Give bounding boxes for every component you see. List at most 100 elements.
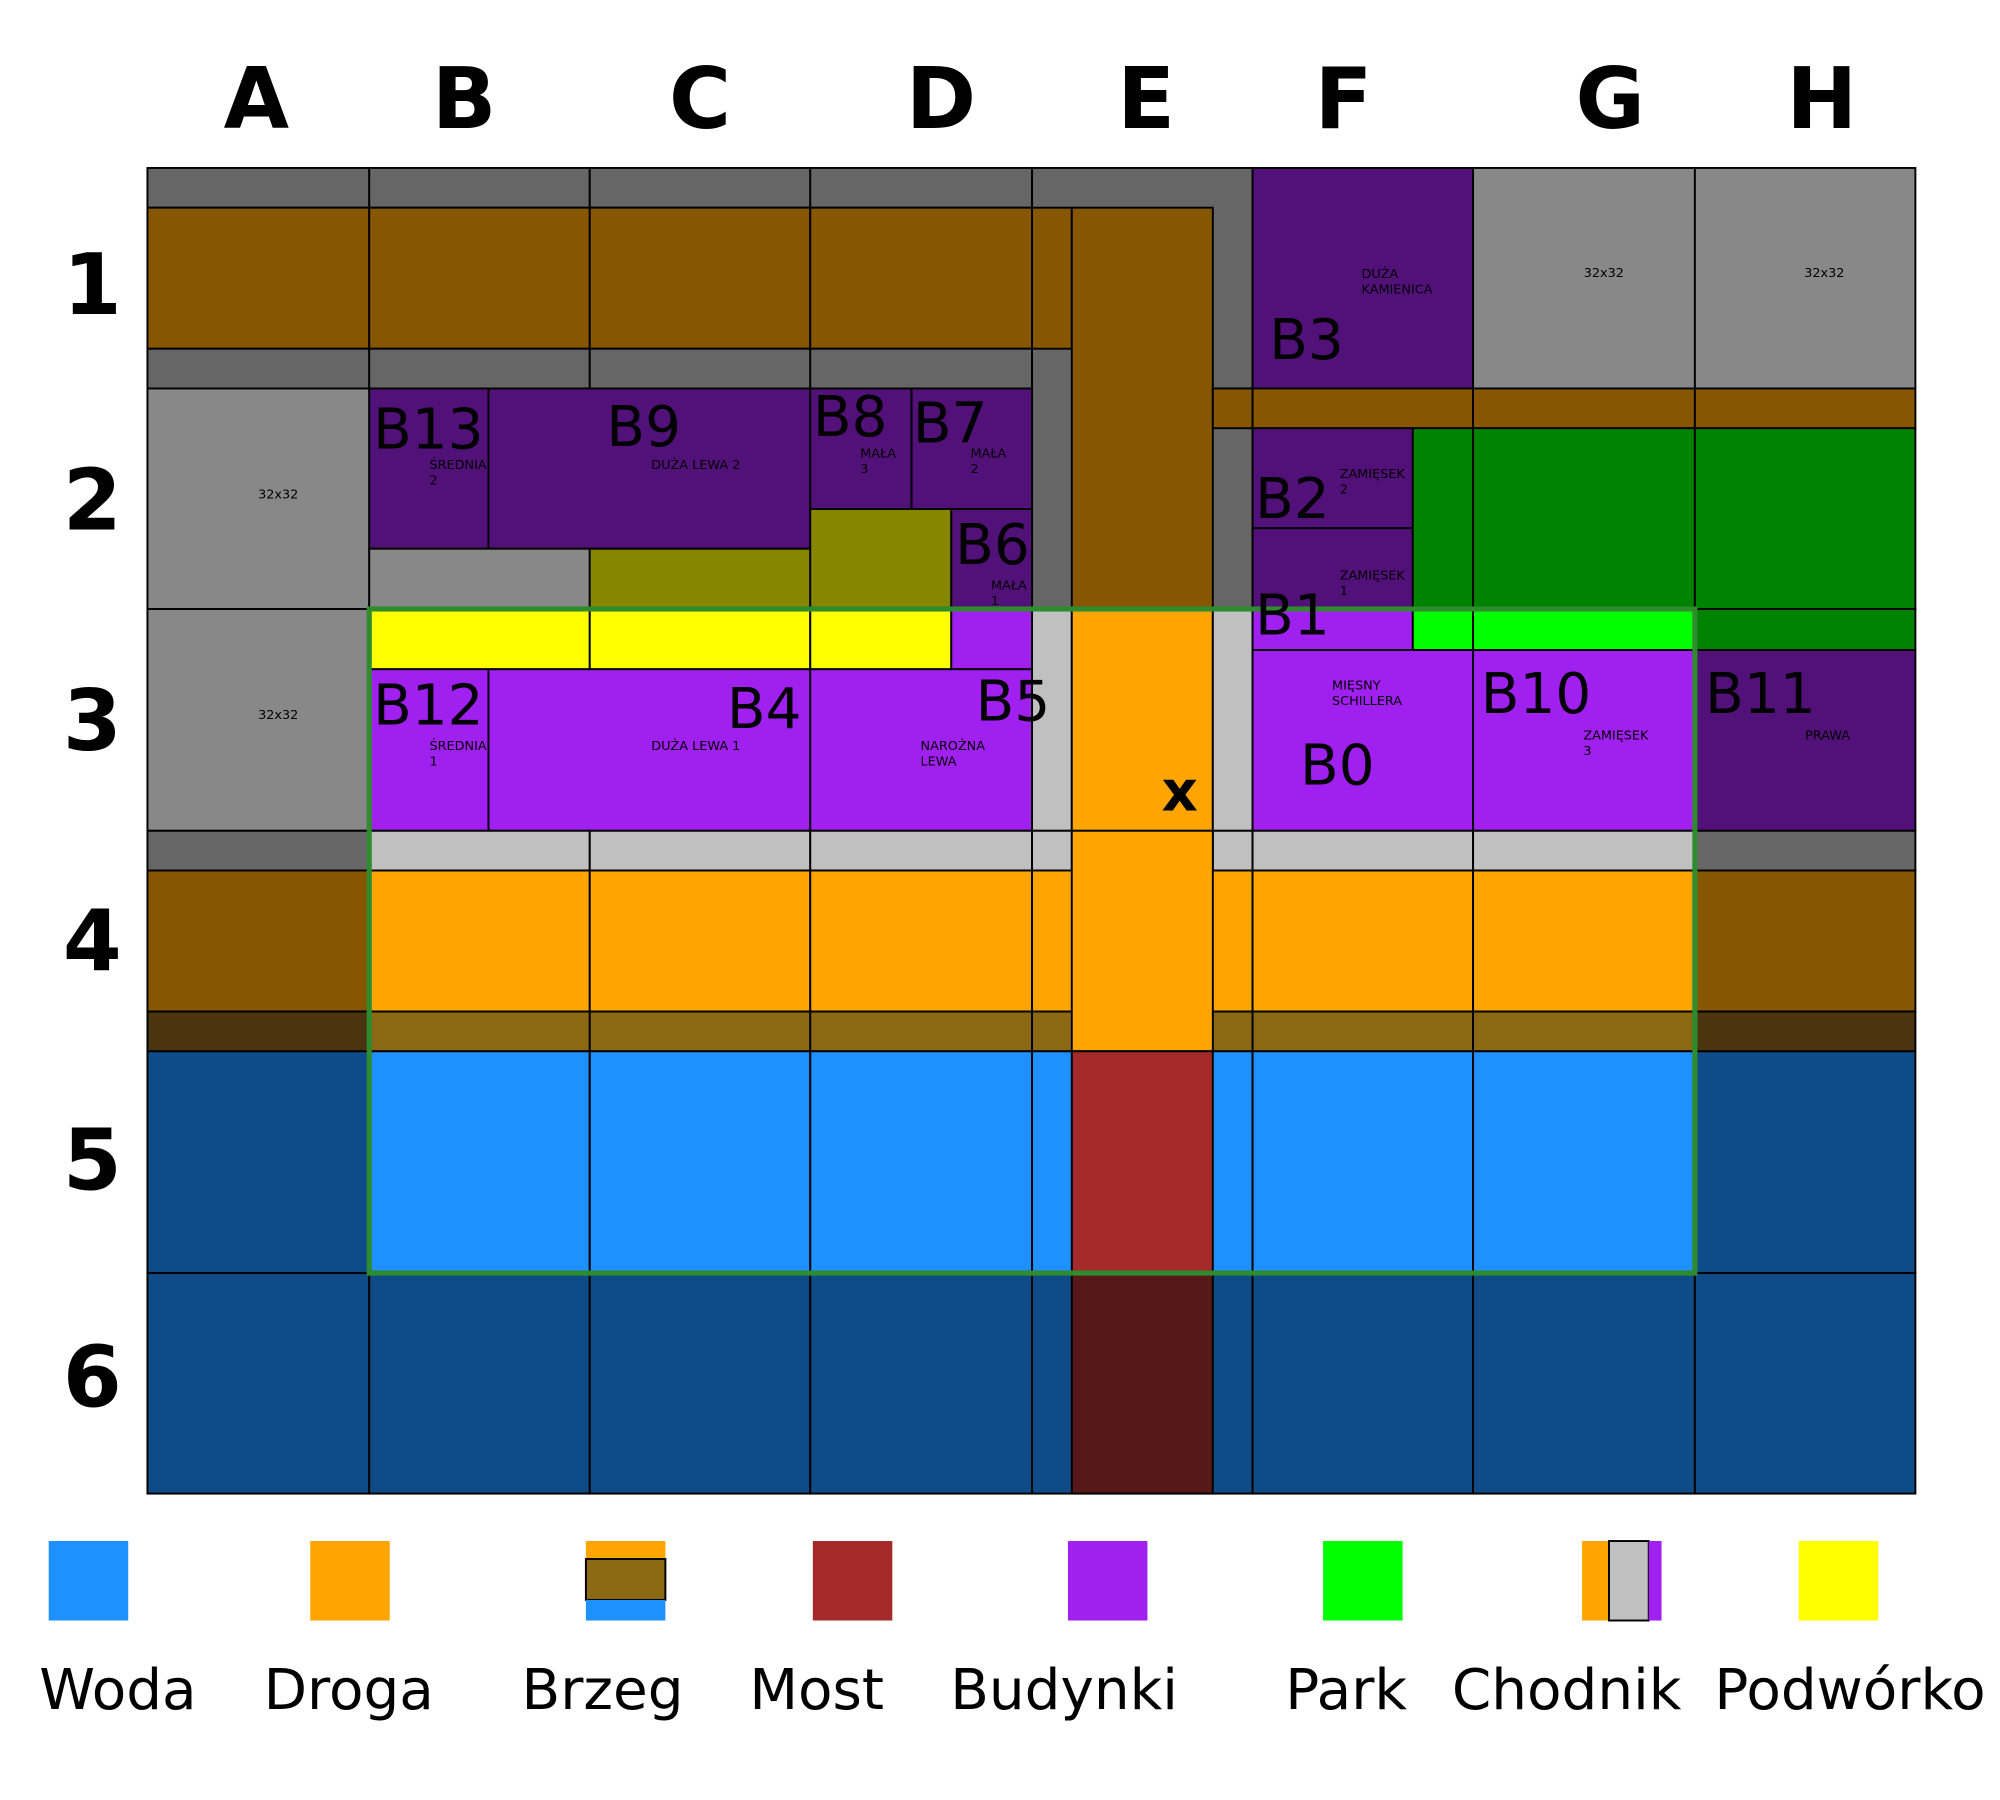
sidewalk-tile: [1211, 608, 1254, 832]
water-tile: [368, 1272, 591, 1495]
map-tiles: [146, 166, 1917, 1495]
water-tile: [1693, 1272, 1917, 1495]
road-tile: [1031, 206, 1073, 350]
road-tile: [1472, 387, 1696, 430]
building-B13: [368, 387, 490, 550]
column-header-e: E: [1117, 49, 1175, 148]
building-name-b5: LEWA: [921, 754, 957, 769]
water-tile: [1251, 1050, 1475, 1275]
column-header-h: H: [1786, 49, 1857, 148]
building-id-b4: B4: [727, 677, 802, 742]
building-id-b9: B9: [606, 395, 681, 460]
legend-label-chodnik: Chodnik: [1452, 1658, 1682, 1723]
road-tile: [1211, 387, 1254, 430]
sidewalk-tile: [368, 347, 591, 390]
building-B1: [1251, 527, 1414, 610]
sidewalk-tile: [809, 347, 1034, 390]
building-name-b3: DUŻA: [1362, 266, 1399, 282]
legend-swatch-most: [812, 1541, 893, 1621]
building-name-b9: DUŻA LEWA 2: [651, 457, 740, 473]
water-tile: [1472, 1050, 1696, 1275]
road-tile: [588, 206, 812, 350]
shore-tile: [1472, 1010, 1696, 1053]
olive-tile: [809, 508, 953, 610]
tile-size-label: 32x32: [258, 488, 298, 503]
legend-swatch-brzeg: [585, 1541, 666, 1559]
legend-swatch-podwórko: [1798, 1541, 1879, 1621]
legend-label-budynki: Budynki: [950, 1658, 1178, 1723]
legend-swatch-chodnik: [1608, 1540, 1650, 1622]
column-header-f: F: [1315, 49, 1373, 148]
road-tile: [1251, 869, 1475, 1013]
water-tile: [1693, 1050, 1917, 1275]
building-name-b12: ŚREDNIA: [429, 738, 486, 754]
park-tile: [1472, 427, 1696, 610]
shore-tile: [1693, 1010, 1917, 1053]
building-id-b13: B13: [373, 398, 483, 463]
building-name-b2: 2: [1340, 483, 1348, 498]
building-id-b1: B1: [1255, 584, 1330, 649]
building-name-b1: ZAMIĘSEK: [1340, 568, 1406, 583]
road-tile: [588, 869, 812, 1013]
legend-swatch-park: [1323, 1541, 1403, 1621]
row-header-4: 4: [63, 892, 122, 991]
legend-swatch-budynki: [1067, 1541, 1148, 1621]
legend-label-most: Most: [749, 1658, 884, 1723]
yard-tile: [368, 608, 591, 671]
tile-32x32: [146, 608, 371, 832]
road-tile: [809, 869, 1034, 1013]
building-B8: [809, 387, 913, 510]
road-tile: [146, 869, 371, 1013]
building-name-b6: 1: [991, 594, 999, 609]
building-B5: [809, 668, 1034, 832]
legend: Woda Droga Brzeg Most Budynki Park Chodnik Podw…: [39, 1540, 1986, 1723]
water-tile: [588, 1050, 812, 1275]
row-header-5: 5: [63, 1111, 122, 1210]
building-B6-part: [950, 608, 1034, 671]
legend-swatch-brzeg: [585, 1600, 666, 1621]
shore-tile: [809, 1010, 1034, 1053]
water-tile: [588, 1272, 812, 1495]
sidewalk-tile: [1251, 829, 1475, 872]
water-tile: [809, 1272, 1034, 1495]
road-tile: [368, 206, 591, 350]
building-name-b2: ZAMIĘSEK: [1340, 467, 1406, 482]
water-tile: [368, 1050, 591, 1275]
sidewalk-tile: [809, 166, 1034, 209]
building-id-b10: B10: [1481, 662, 1591, 727]
road-tile: [1070, 829, 1214, 1053]
tile-size-label: 32x32: [1584, 266, 1624, 281]
building-B10: [1472, 649, 1696, 832]
building-id-b12: B12: [373, 673, 483, 738]
building-id-b5: B5: [976, 670, 1051, 735]
building-name-b1: 1: [1340, 584, 1348, 599]
sidewalk-tile: [809, 829, 1034, 872]
road-tile: [1472, 869, 1696, 1013]
sidewalk-tile: [588, 347, 812, 390]
road-tile: [809, 206, 1034, 350]
building-B3: [1251, 166, 1475, 390]
legend-label-park: Park: [1285, 1658, 1407, 1723]
park-tile: [1693, 608, 1917, 651]
building-B12: [368, 668, 490, 832]
road-tile: [368, 869, 591, 1013]
building-B1-part: [1251, 608, 1414, 651]
legend-swatch-droga: [310, 1541, 390, 1621]
legend-swatch-chodnik: [1648, 1541, 1662, 1621]
column-header-g: G: [1576, 49, 1645, 148]
road-tile: [1070, 206, 1214, 610]
sidewalk-tile: [1693, 829, 1917, 872]
sidewalk-tile: [146, 347, 371, 390]
row-header-3: 3: [63, 671, 122, 770]
sidewalk-tile: [1472, 829, 1696, 872]
shore-tile: [588, 1010, 812, 1053]
legend-swatch-woda: [48, 1541, 129, 1621]
water-tile: [809, 1050, 1034, 1275]
tile-32x32: [146, 387, 371, 610]
shore-tile: [368, 1010, 591, 1053]
building-name-b4: DUŻA LEWA 1: [651, 738, 740, 754]
park-tile: [1693, 427, 1917, 610]
legend-label-brzeg: Brzeg: [522, 1658, 684, 1723]
column-header-b: B: [432, 49, 497, 148]
